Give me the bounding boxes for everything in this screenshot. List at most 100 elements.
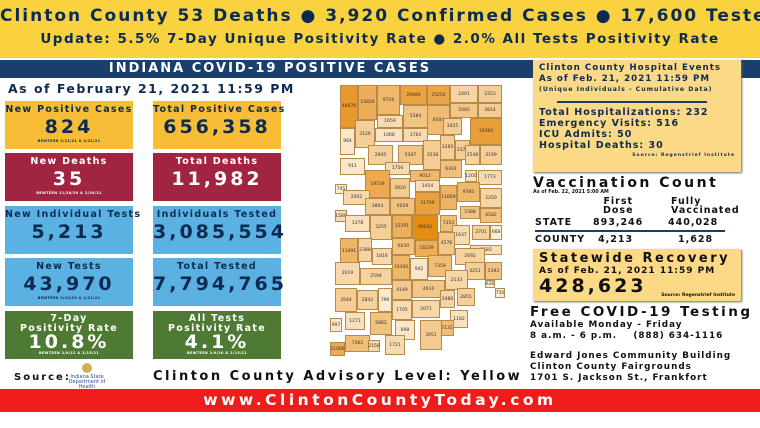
county-case-count: 1756 (391, 166, 404, 171)
advisory-level: Clinton County Advisory Level: Yellow (153, 369, 523, 384)
county-case-count: 48076 (341, 104, 357, 109)
stat-box: All Tests Positivity Rate 4.1% BEWTEEN 2/9… (153, 311, 281, 359)
county-case-count: 799 (380, 297, 390, 303)
county-region: 6029 (390, 198, 415, 215)
county-case-count: 7353 (442, 221, 455, 226)
testing-title: Free COVID-19 Testing (530, 304, 753, 320)
county-case-count: 1200 (465, 173, 477, 179)
stat-date-range: BEWTEEN 2/9/20 & 2/15/21 (187, 351, 247, 355)
stat-box: Total Deaths 11,982 (153, 153, 281, 201)
county-region: 942 (410, 258, 428, 280)
county-case-count: 3255 (375, 225, 387, 230)
county-region: 2071 (412, 300, 440, 318)
county-region: 3126 (355, 120, 375, 148)
hospital-note: (Unique Individuals - Cumulative Data) (539, 86, 713, 93)
county-case-count: 7135 (441, 325, 453, 331)
county-region: 2401 (450, 85, 478, 103)
county-case-count: 942 (414, 266, 424, 272)
county-region: 5384 (403, 105, 428, 128)
county-case-count: 7362 (351, 341, 364, 346)
positivity-update: Update: 5.5% 7-Day Unique Positivity Rat… (40, 31, 720, 47)
stat-date-range: BEWTEEN 2/9/21 & 2/15/21 (39, 351, 99, 355)
county-case-count: 15826 (360, 100, 375, 105)
state-first-dose: 893,246 (593, 217, 644, 228)
county-case-count: 2019 (341, 271, 354, 276)
county-case-count: 31799 (420, 201, 435, 206)
county-region: 626 (485, 280, 495, 288)
county-region: 4149 (392, 280, 412, 300)
county-summary: Clinton County 53 Deaths ● 3,920 Confirm… (0, 6, 760, 26)
county-case-count: 1659 (384, 119, 396, 124)
county-fully-vaccinated: 1,628 (678, 234, 714, 245)
hospital-stat: Hospital Deaths: 30 (539, 140, 664, 151)
stat-box: New Tests 43,970 BEWTEEN 2/20/20 & 2/21/21 (5, 258, 133, 306)
county-case-count: 2388 (359, 247, 371, 253)
county-case-count: 3544 (340, 297, 352, 303)
county-region: 1764 (403, 128, 428, 142)
county-region: 9785 (457, 182, 480, 202)
county-region: 19729 (365, 170, 390, 198)
county-case-count: 1764 (409, 132, 422, 138)
county-region: 15701 (392, 215, 412, 238)
idoh-logo-text: Indiana State Department of Health (68, 374, 106, 390)
page-title: INDIANA COVID-19 POSITIVE CASES (108, 61, 432, 76)
recovery-title: Statewide Recovery (539, 251, 731, 266)
county-region: 2548 (465, 145, 480, 165)
county-case-count: 19729 (370, 181, 385, 187)
county-region: 1068 (375, 128, 403, 142)
county-case-count: 745 (336, 186, 346, 192)
stat-date-range: BEWTEEN 2/21/21 & 2/21/21 (37, 139, 101, 143)
county-region: 911 (340, 158, 365, 175)
stat-value: 5,213 (31, 221, 107, 243)
county-case-count: 2855 (460, 294, 472, 300)
county-case-count: 626 (485, 281, 495, 287)
county-case-count: 1271 (349, 318, 361, 324)
stat-value: 656,358 (163, 116, 271, 138)
state-label: STATE (535, 217, 573, 228)
county-case-count: 2133 (450, 277, 463, 283)
county-region: 3251 (465, 262, 485, 280)
county-region: 2133 (445, 270, 468, 290)
county-case-count: 3814 (484, 108, 496, 113)
county-case-count: 997 (331, 322, 341, 328)
stat-box: Total Tested 7,794,765 (153, 258, 284, 306)
stat-title: New Positive Cases (5, 104, 133, 115)
county-case-count: 964 (343, 139, 352, 144)
county-region: 3804 (365, 198, 390, 215)
county-case-count: 1816 (376, 254, 388, 259)
county-case-count: 1637 (455, 232, 467, 238)
hospital-as-of: As of Feb. 21, 2021 11:59 PM (539, 74, 711, 84)
stat-box: New Deaths 35 BEWTEEN 11/26/20 & 2/20/21 (5, 153, 133, 201)
stat-title: Total Positive Cases (153, 104, 286, 115)
county-region: 1182 (450, 310, 468, 328)
county-case-count: 2692 (464, 254, 476, 259)
stat-title: Total Tested (177, 261, 257, 272)
county-case-count: 4616 (422, 286, 435, 292)
county-region: 2019 (335, 262, 360, 285)
county-case-count: 16239 (419, 246, 434, 251)
county-case-count: 2548 (466, 152, 479, 158)
county-case-count: 2480 (441, 296, 454, 302)
county-region: 750 (495, 288, 505, 298)
county-case-count: 6582 (485, 213, 497, 218)
county-region: 6582 (480, 208, 502, 223)
county-region: 7135 (440, 320, 454, 336)
county-region: 799 (378, 288, 392, 312)
hospital-stat: Total Hospitalizations: 232 (539, 107, 709, 118)
county-region: 15826 (358, 85, 377, 120)
stat-value: 4.1% (184, 331, 250, 353)
stat-value: 10.8% (28, 331, 110, 353)
testing-days: Available Monday - Friday (530, 320, 683, 330)
stat-box: Individuals Tested 3,085,554 (153, 206, 284, 254)
testing-hours-phone: 8 a.m. - 6 p.m. (888) 634-1116 (530, 331, 724, 341)
testing-info: Free COVID-19 Testing Available Monday -… (530, 304, 753, 384)
as-of-date: As of February 21, 2021 11:59 PM (8, 81, 295, 96)
county-region: 5060 (450, 103, 478, 118)
county-region: 2842 (357, 290, 378, 310)
county-region: 3455 (443, 118, 462, 135)
website-link[interactable]: www.ClintonCountyToday.com (0, 389, 760, 412)
stat-box: Total Positive Cases 656,358 (153, 101, 286, 149)
county-region: 4576 (438, 232, 455, 255)
county-case-count: 90042 (417, 225, 433, 230)
col-fully-vaccinated: Fully Vaccinated (671, 196, 740, 216)
